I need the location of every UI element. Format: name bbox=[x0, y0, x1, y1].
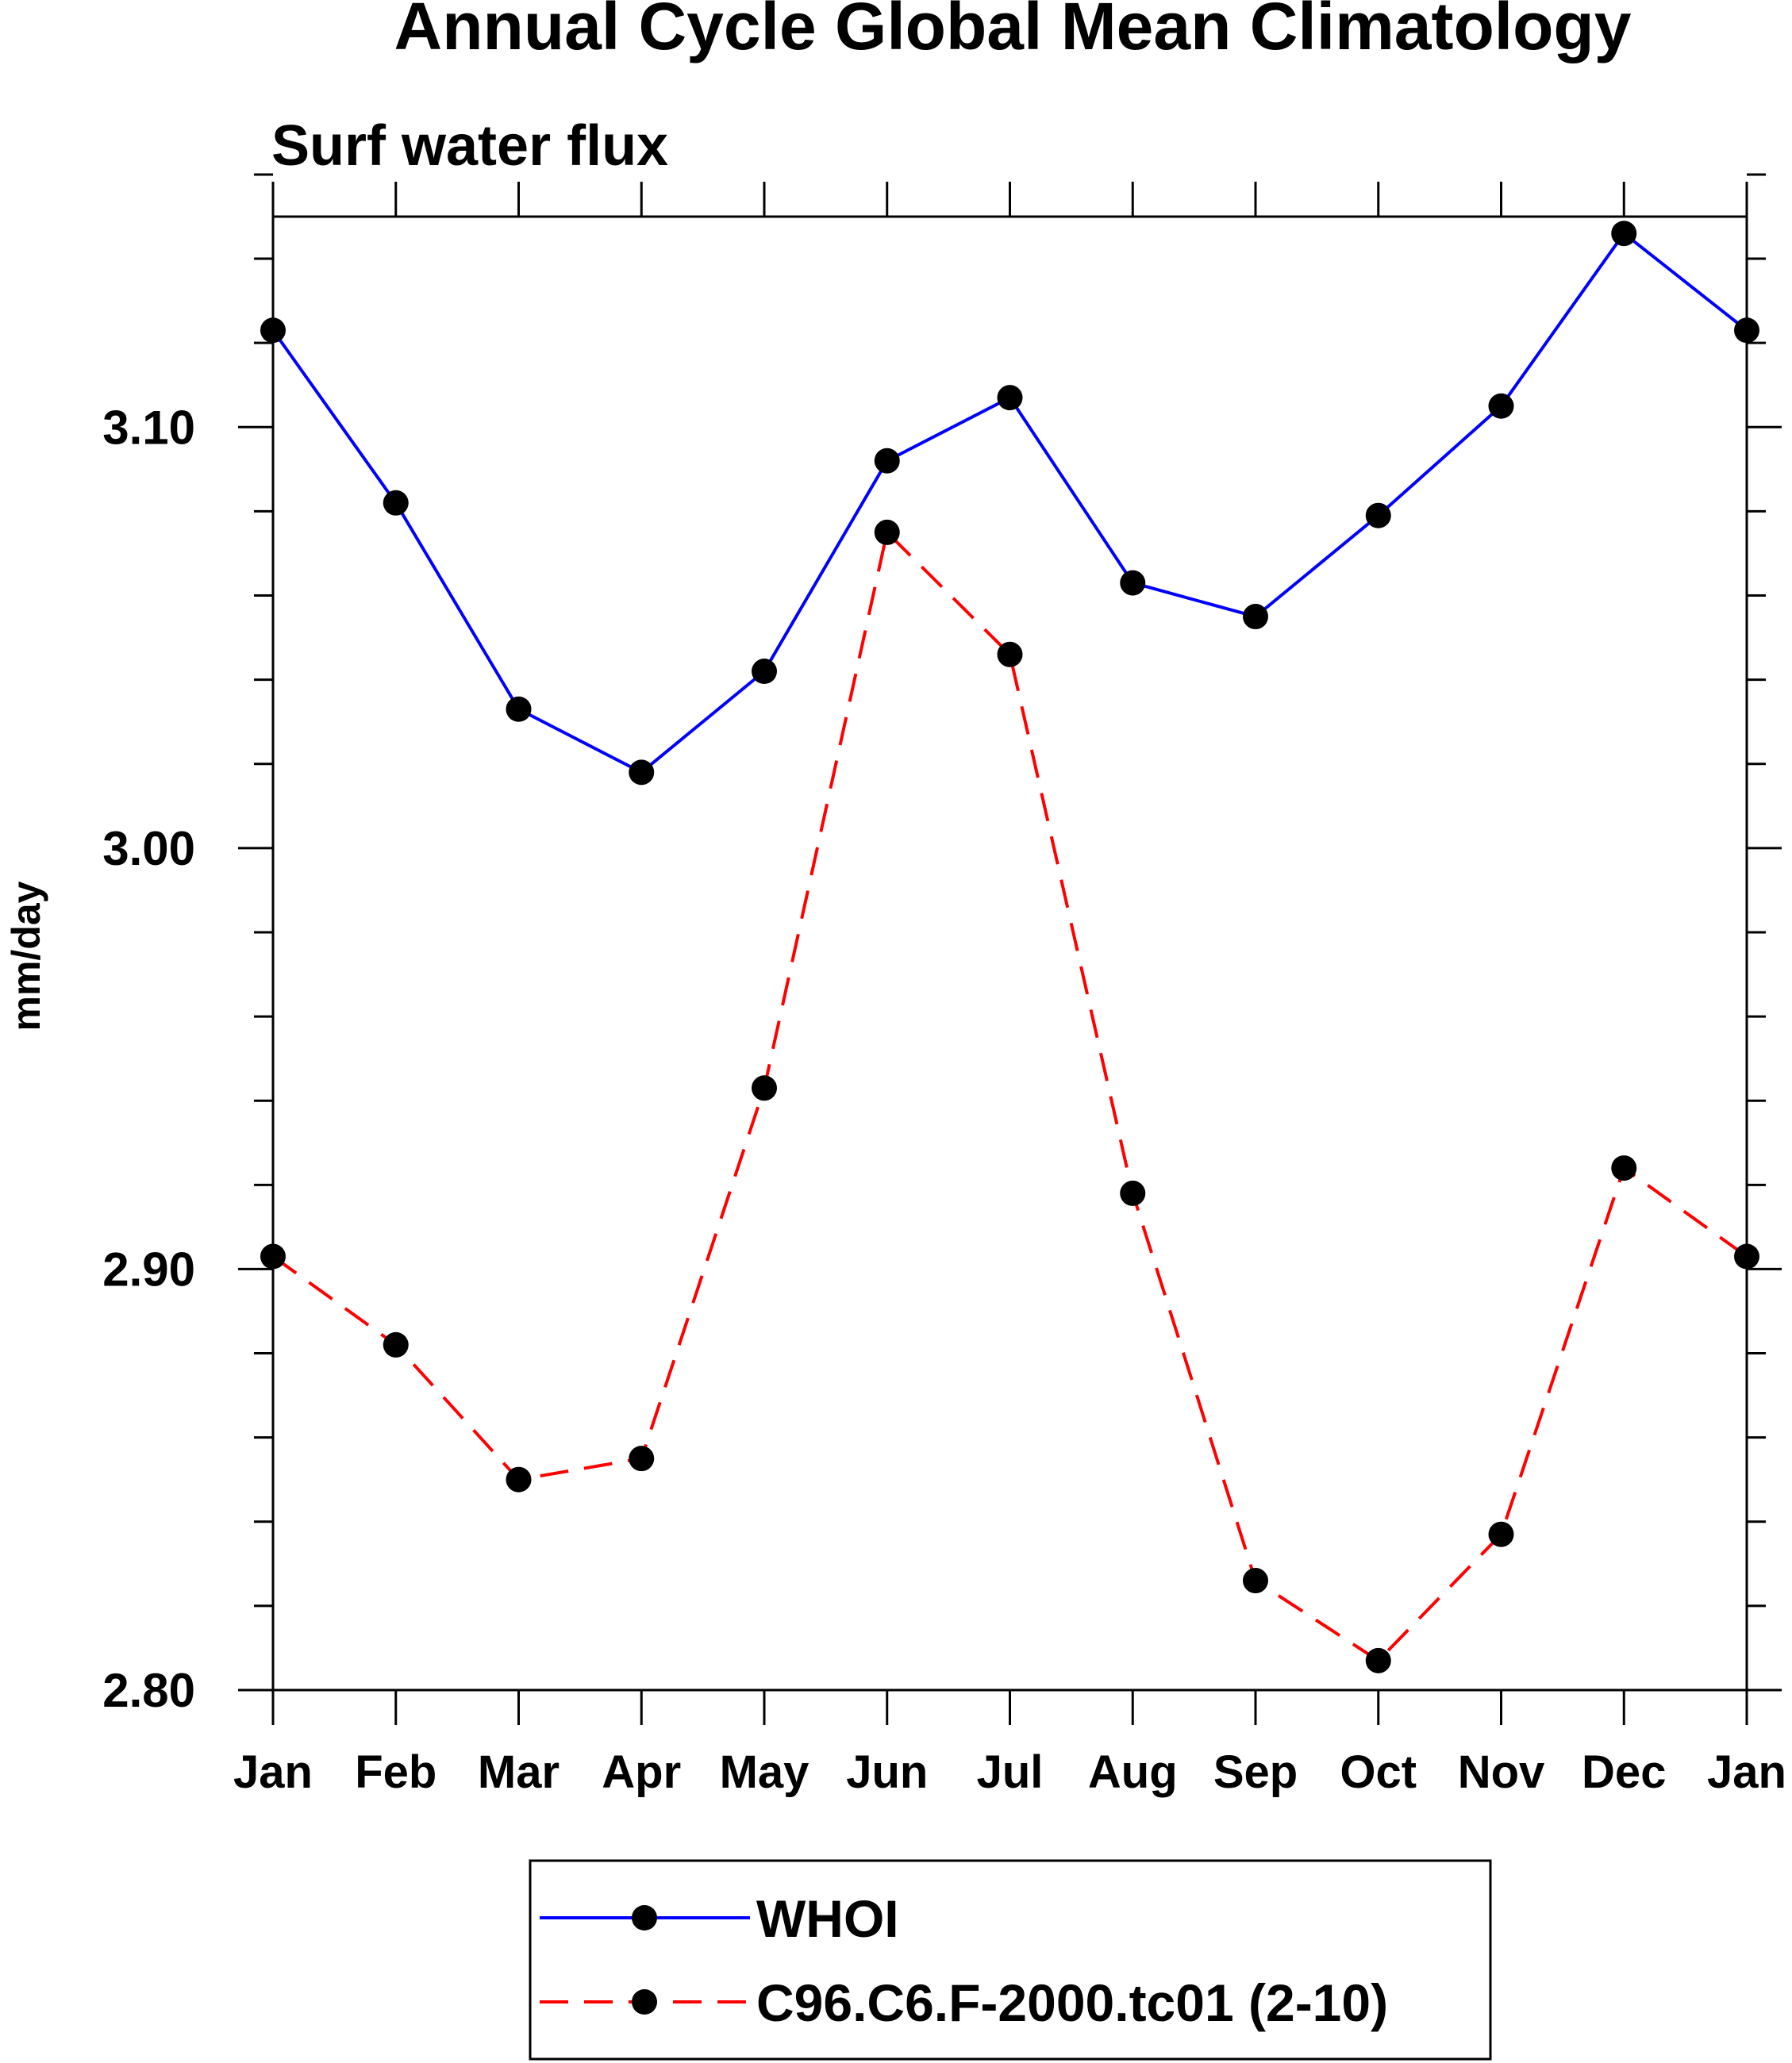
x-tick-label: Apr bbox=[602, 1746, 681, 1798]
data-point bbox=[506, 1466, 532, 1493]
data-point bbox=[1365, 1647, 1391, 1673]
x-tick-label: Jan bbox=[233, 1746, 313, 1798]
data-point bbox=[1120, 1180, 1146, 1206]
y-tick-label: 2.80 bbox=[102, 1664, 195, 1717]
data-point bbox=[506, 696, 532, 722]
data-point bbox=[1243, 604, 1268, 630]
data-point bbox=[383, 1331, 409, 1358]
data-point bbox=[997, 641, 1023, 667]
x-tick-label: Oct bbox=[1340, 1746, 1417, 1798]
x-tick-label: Feb bbox=[355, 1746, 436, 1798]
data-point bbox=[260, 1243, 286, 1270]
data-point bbox=[752, 659, 777, 685]
x-tick-label: Sep bbox=[1213, 1746, 1298, 1798]
data-point bbox=[260, 317, 286, 344]
data-point bbox=[752, 1075, 777, 1101]
x-tick-label: Jan bbox=[1707, 1746, 1786, 1798]
data-point bbox=[1611, 1155, 1637, 1181]
data-point bbox=[1611, 221, 1637, 247]
legend: WHOI C96.C6.F-2000.tc01 (2-10) bbox=[540, 1889, 1388, 2032]
data-point bbox=[1120, 570, 1146, 596]
chart-subtitle: Surf water flux bbox=[271, 114, 668, 178]
data-point bbox=[383, 490, 409, 516]
x-tick-label: Nov bbox=[1458, 1746, 1545, 1798]
axes: Jan Feb Mar Apr May Jun Jul Aug Sep Oct Nov Dec Jan 2… bbox=[102, 173, 1786, 1798]
y-tick-label: 3.10 bbox=[102, 401, 195, 454]
x-tick-label: Jul bbox=[977, 1746, 1044, 1798]
x-tick-label: Mar bbox=[478, 1746, 560, 1798]
data-point bbox=[997, 385, 1023, 411]
y-tick-label: 2.90 bbox=[102, 1243, 195, 1296]
data-point bbox=[1365, 502, 1391, 528]
x-tick-label: Jun bbox=[846, 1746, 928, 1798]
legend-label-2: C96.C6.F-2000.tc01 (2-10) bbox=[756, 1973, 1388, 2032]
data-point bbox=[874, 519, 900, 545]
data-point bbox=[1734, 1243, 1759, 1270]
plot-frame bbox=[271, 215, 1748, 1692]
x-tick-label: Dec bbox=[1582, 1746, 1666, 1798]
legend-box bbox=[529, 1859, 1492, 2061]
data-point bbox=[1488, 393, 1514, 419]
x-tick-label: May bbox=[720, 1746, 809, 1798]
series-lines bbox=[271, 232, 1748, 1662]
y-axis-label: mm/day bbox=[4, 881, 48, 1031]
legend-marker-2 bbox=[632, 1989, 657, 2015]
chart-title: Annual Cycle Global Mean Climatology bbox=[394, 0, 1632, 63]
data-point bbox=[629, 1446, 655, 1472]
data-point bbox=[629, 759, 655, 786]
data-point bbox=[1734, 317, 1759, 344]
series-line-2 bbox=[271, 530, 1748, 1662]
legend-label-1: WHOI bbox=[756, 1889, 899, 1948]
x-tick-label: Aug bbox=[1088, 1746, 1178, 1798]
data-point bbox=[1243, 1568, 1268, 1594]
data-point bbox=[874, 448, 900, 474]
data-point bbox=[1488, 1521, 1514, 1547]
legend-marker-1 bbox=[632, 1905, 657, 1930]
series-markers bbox=[260, 221, 1759, 1673]
series-line-1 bbox=[271, 232, 1748, 774]
y-tick-label: 3.00 bbox=[102, 822, 195, 875]
